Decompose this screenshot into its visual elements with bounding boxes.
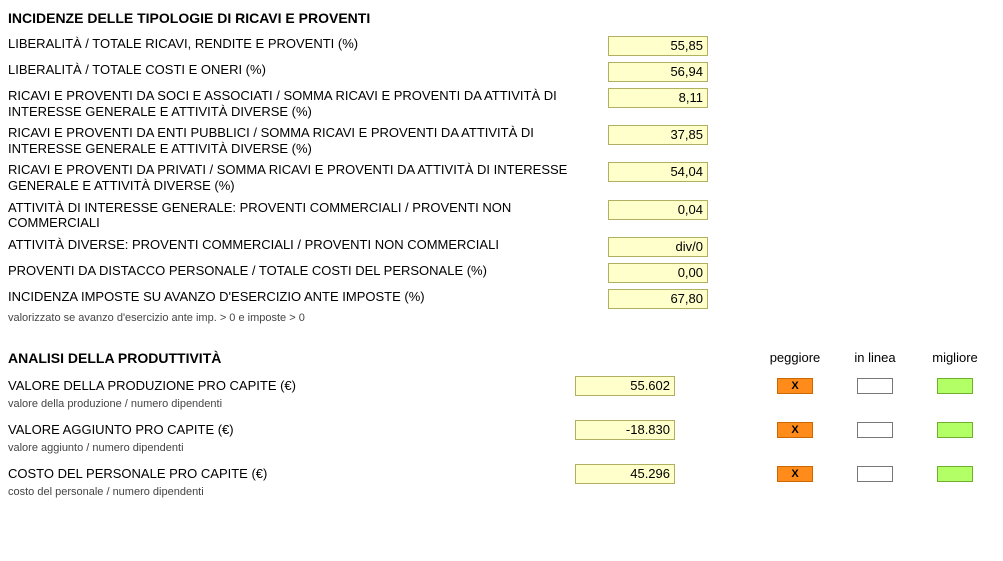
row-label: RICAVI E PROVENTI DA SOCI E ASSOCIATI / … <box>8 88 608 119</box>
rating-box-inlinea[interactable] <box>857 378 893 394</box>
value-cell[interactable]: 8,11 <box>608 88 708 108</box>
produttivita-row: COSTO DEL PERSONALE PRO CAPITE (€)45.296… <box>8 464 995 484</box>
incidenze-row: LIBERALITÀ / TOTALE COSTI E ONERI (%)56,… <box>8 62 995 82</box>
rating-box-peggiore[interactable]: X <box>777 378 813 394</box>
section2-title: ANALISI DELLA PRODUTTIVITÀ <box>8 350 580 366</box>
row-label: LIBERALITÀ / TOTALE COSTI E ONERI (%) <box>8 62 608 78</box>
value-cell[interactable]: 0,00 <box>608 263 708 283</box>
row-subnote: valore aggiunto / numero dipendenti <box>8 442 995 454</box>
row-label: INCIDENZA IMPOSTE SU AVANZO D'ESERCIZIO … <box>8 289 608 305</box>
row-note: valorizzato se avanzo d'esercizio ante i… <box>8 312 995 324</box>
incidenze-row: RICAVI E PROVENTI DA SOCI E ASSOCIATI / … <box>8 88 995 119</box>
section1-title: INCIDENZE DELLE TIPOLOGIE DI RICAVI E PR… <box>8 10 995 26</box>
header-peggiore: peggiore <box>755 350 835 365</box>
value-cell[interactable]: 37,85 <box>608 125 708 145</box>
row-label: PROVENTI DA DISTACCO PERSONALE / TOTALE … <box>8 263 608 279</box>
value-cell[interactable]: 45.296 <box>575 464 675 484</box>
row-label: VALORE DELLA PRODUZIONE PRO CAPITE (€) <box>8 378 575 394</box>
header-migliore: migliore <box>915 350 995 365</box>
value-cell[interactable]: 55.602 <box>575 376 675 396</box>
row-label: LIBERALITÀ / TOTALE RICAVI, RENDITE E PR… <box>8 36 608 52</box>
incidenze-row: ATTIVITÀ DIVERSE: PROVENTI COMMERCIALI /… <box>8 237 995 257</box>
row-label: RICAVI E PROVENTI DA ENTI PUBBLICI / SOM… <box>8 125 608 156</box>
rating-box-inlinea[interactable] <box>857 422 893 438</box>
value-cell[interactable]: 55,85 <box>608 36 708 56</box>
incidenze-row: RICAVI E PROVENTI DA PRIVATI / SOMMA RIC… <box>8 162 995 193</box>
rating-box-migliore[interactable] <box>937 378 973 394</box>
incidenze-row: LIBERALITÀ / TOTALE RICAVI, RENDITE E PR… <box>8 36 995 56</box>
value-cell[interactable]: 0,04 <box>608 200 708 220</box>
rating-box-peggiore[interactable]: X <box>777 422 813 438</box>
rating-box-migliore[interactable] <box>937 466 973 482</box>
produttivita-row: VALORE AGGIUNTO PRO CAPITE (€)-18.830 X <box>8 420 995 440</box>
incidenze-row: RICAVI E PROVENTI DA ENTI PUBBLICI / SOM… <box>8 125 995 156</box>
rating-box-peggiore[interactable]: X <box>777 466 813 482</box>
row-label: COSTO DEL PERSONALE PRO CAPITE (€) <box>8 466 575 482</box>
value-cell[interactable]: div/0 <box>608 237 708 257</box>
incidenze-row: ATTIVITÀ DI INTERESSE GENERALE: PROVENTI… <box>8 200 995 231</box>
value-cell[interactable]: 54,04 <box>608 162 708 182</box>
incidenze-row: PROVENTI DA DISTACCO PERSONALE / TOTALE … <box>8 263 995 283</box>
value-cell[interactable]: -18.830 <box>575 420 675 440</box>
row-subnote: costo del personale / numero dipendenti <box>8 486 995 498</box>
row-subnote: valore della produzione / numero dipende… <box>8 398 995 410</box>
row-label: ATTIVITÀ DI INTERESSE GENERALE: PROVENTI… <box>8 200 608 231</box>
row-label: ATTIVITÀ DIVERSE: PROVENTI COMMERCIALI /… <box>8 237 608 253</box>
row-label: RICAVI E PROVENTI DA PRIVATI / SOMMA RIC… <box>8 162 608 193</box>
row-label: VALORE AGGIUNTO PRO CAPITE (€) <box>8 422 575 438</box>
value-cell[interactable]: 67,80 <box>608 289 708 309</box>
rating-box-inlinea[interactable] <box>857 466 893 482</box>
produttivita-row: VALORE DELLA PRODUZIONE PRO CAPITE (€)55… <box>8 376 995 396</box>
rating-box-migliore[interactable] <box>937 422 973 438</box>
value-cell[interactable]: 56,94 <box>608 62 708 82</box>
incidenze-row: INCIDENZA IMPOSTE SU AVANZO D'ESERCIZIO … <box>8 289 995 309</box>
header-inlinea: in linea <box>835 350 915 365</box>
